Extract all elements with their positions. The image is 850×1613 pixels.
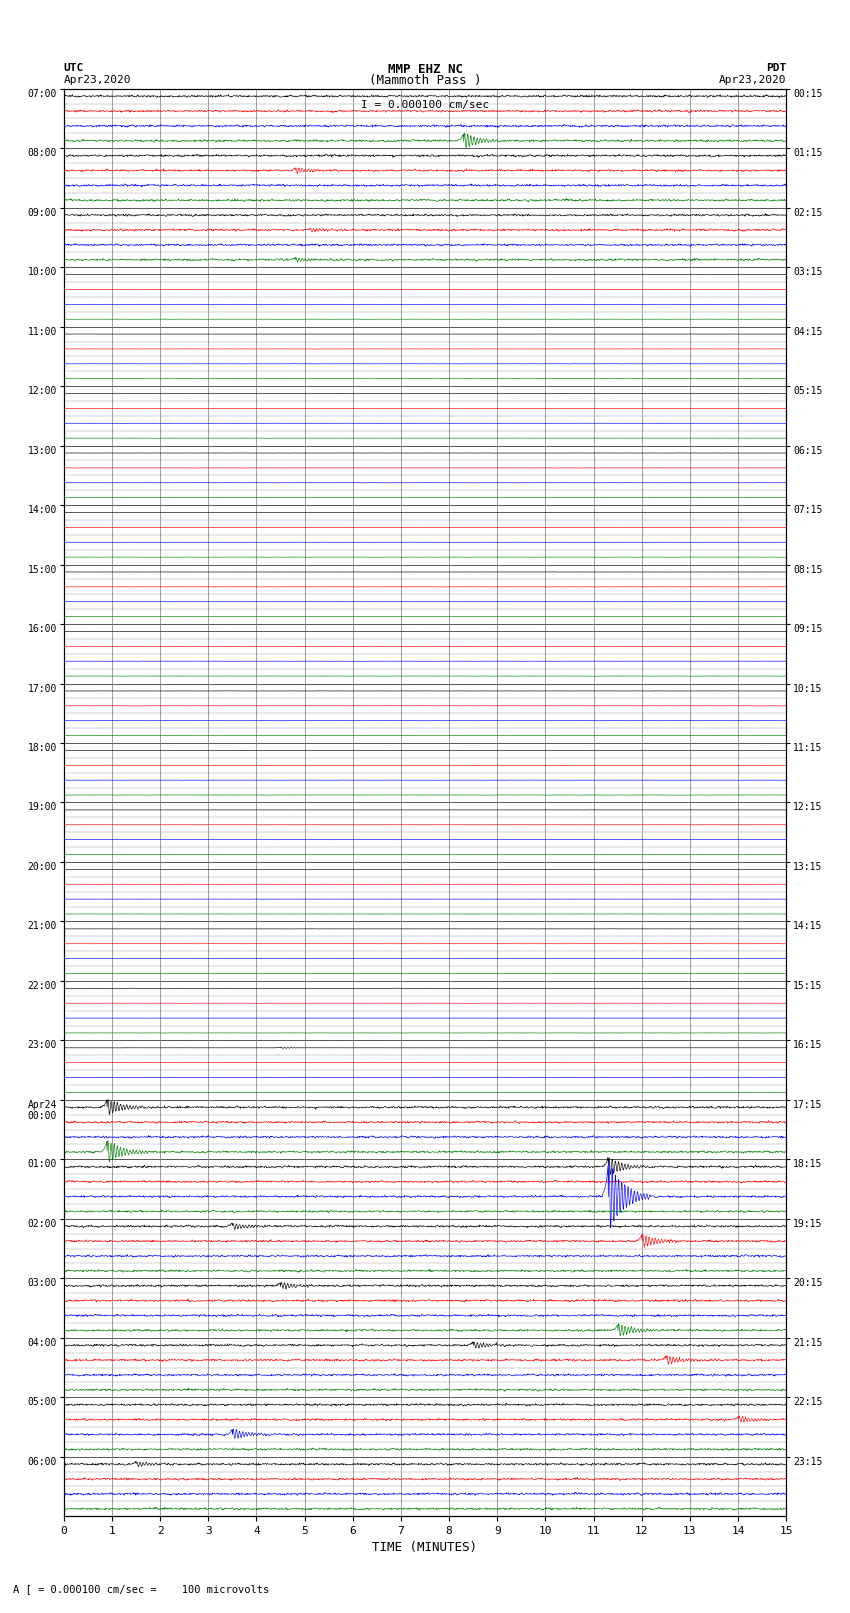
Text: A [ = 0.000100 cm/sec =    100 microvolts: A [ = 0.000100 cm/sec = 100 microvolts [13,1584,269,1594]
Text: Apr23,2020: Apr23,2020 [719,76,786,85]
Text: Apr23,2020: Apr23,2020 [64,76,131,85]
Text: (Mammoth Pass ): (Mammoth Pass ) [369,74,481,87]
Text: I = 0.000100 cm/sec: I = 0.000100 cm/sec [361,100,489,110]
Text: UTC: UTC [64,63,84,73]
Text: MMP EHZ NC: MMP EHZ NC [388,63,462,76]
X-axis label: TIME (MINUTES): TIME (MINUTES) [372,1542,478,1555]
Text: PDT: PDT [766,63,786,73]
